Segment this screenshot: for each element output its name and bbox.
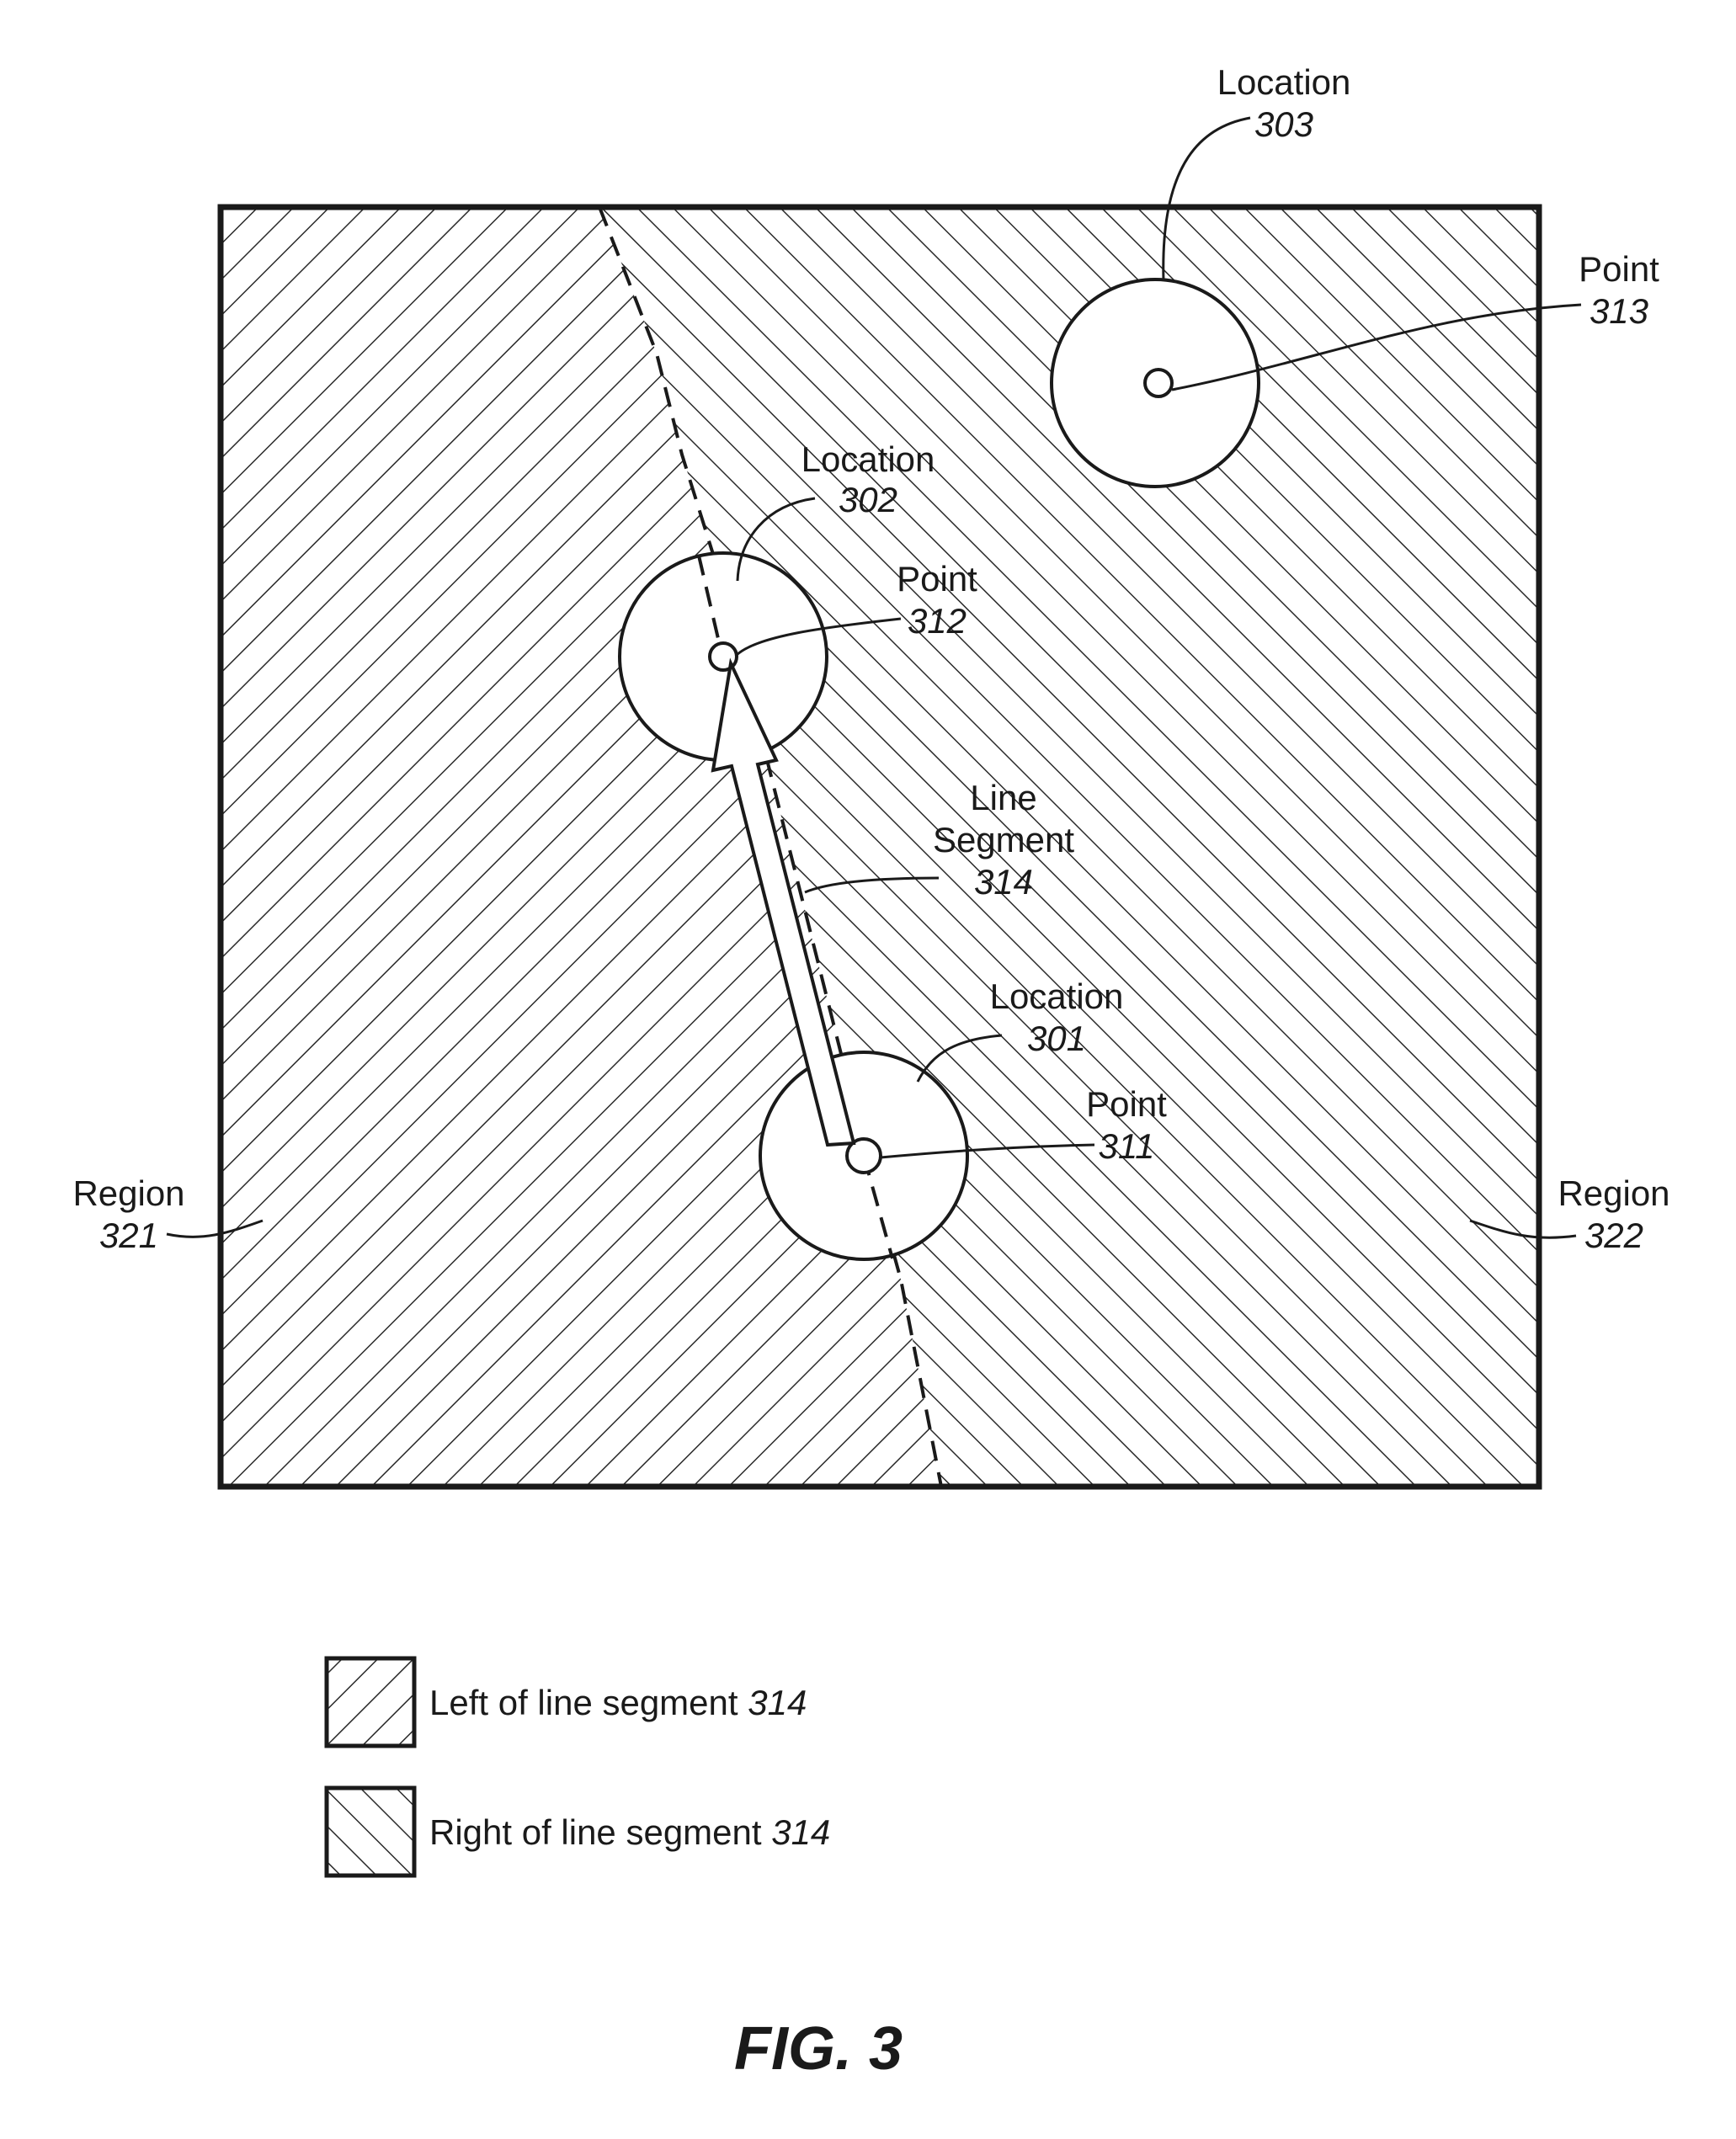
point-313-marker (1145, 370, 1172, 396)
line-segment-314-ref: 314 (974, 862, 1033, 902)
location-301-label: Location (990, 976, 1124, 1016)
line-segment-314-label-segment: Segment (933, 820, 1074, 859)
legend-right-ref: 314 (771, 1812, 830, 1852)
legend-left-desc: Left of line segment (429, 1683, 748, 1722)
point-313-ref: 313 (1590, 291, 1648, 331)
point-311-ref: 311 (1099, 1126, 1155, 1166)
region-321-ref: 321 (99, 1216, 158, 1255)
legend-right-swatch (327, 1788, 414, 1876)
location-303-ref: 303 (1254, 104, 1313, 144)
hatched-regions (221, 207, 1539, 1487)
line-segment-314-label-line: Line (970, 778, 1036, 817)
region-322-ref: 322 (1584, 1216, 1643, 1255)
point-313-label: Point (1579, 249, 1659, 289)
legend-left-ref: 314 (748, 1683, 807, 1722)
legend-left-text: Left of line segment 314 (429, 1683, 807, 1722)
figure-caption: FIG. 3 (734, 2015, 903, 2083)
location-302-label: Location (801, 439, 935, 479)
location-302-ref: 302 (839, 480, 897, 519)
point-312-label: Point (897, 559, 977, 599)
point-311-label: Point (1086, 1084, 1167, 1124)
legend-left-swatch (327, 1658, 414, 1746)
region-321-label: Region (72, 1173, 184, 1213)
point-312-ref: 312 (908, 601, 967, 641)
legend: Left of line segment 314 Right of line s… (327, 1658, 830, 1876)
legend-right-desc: Right of line segment (429, 1812, 771, 1852)
legend-right-text: Right of line segment 314 (429, 1812, 830, 1852)
location-303-label: Location (1217, 62, 1351, 102)
location-301-ref: 301 (1027, 1019, 1086, 1058)
region-322-label: Region (1558, 1173, 1669, 1213)
